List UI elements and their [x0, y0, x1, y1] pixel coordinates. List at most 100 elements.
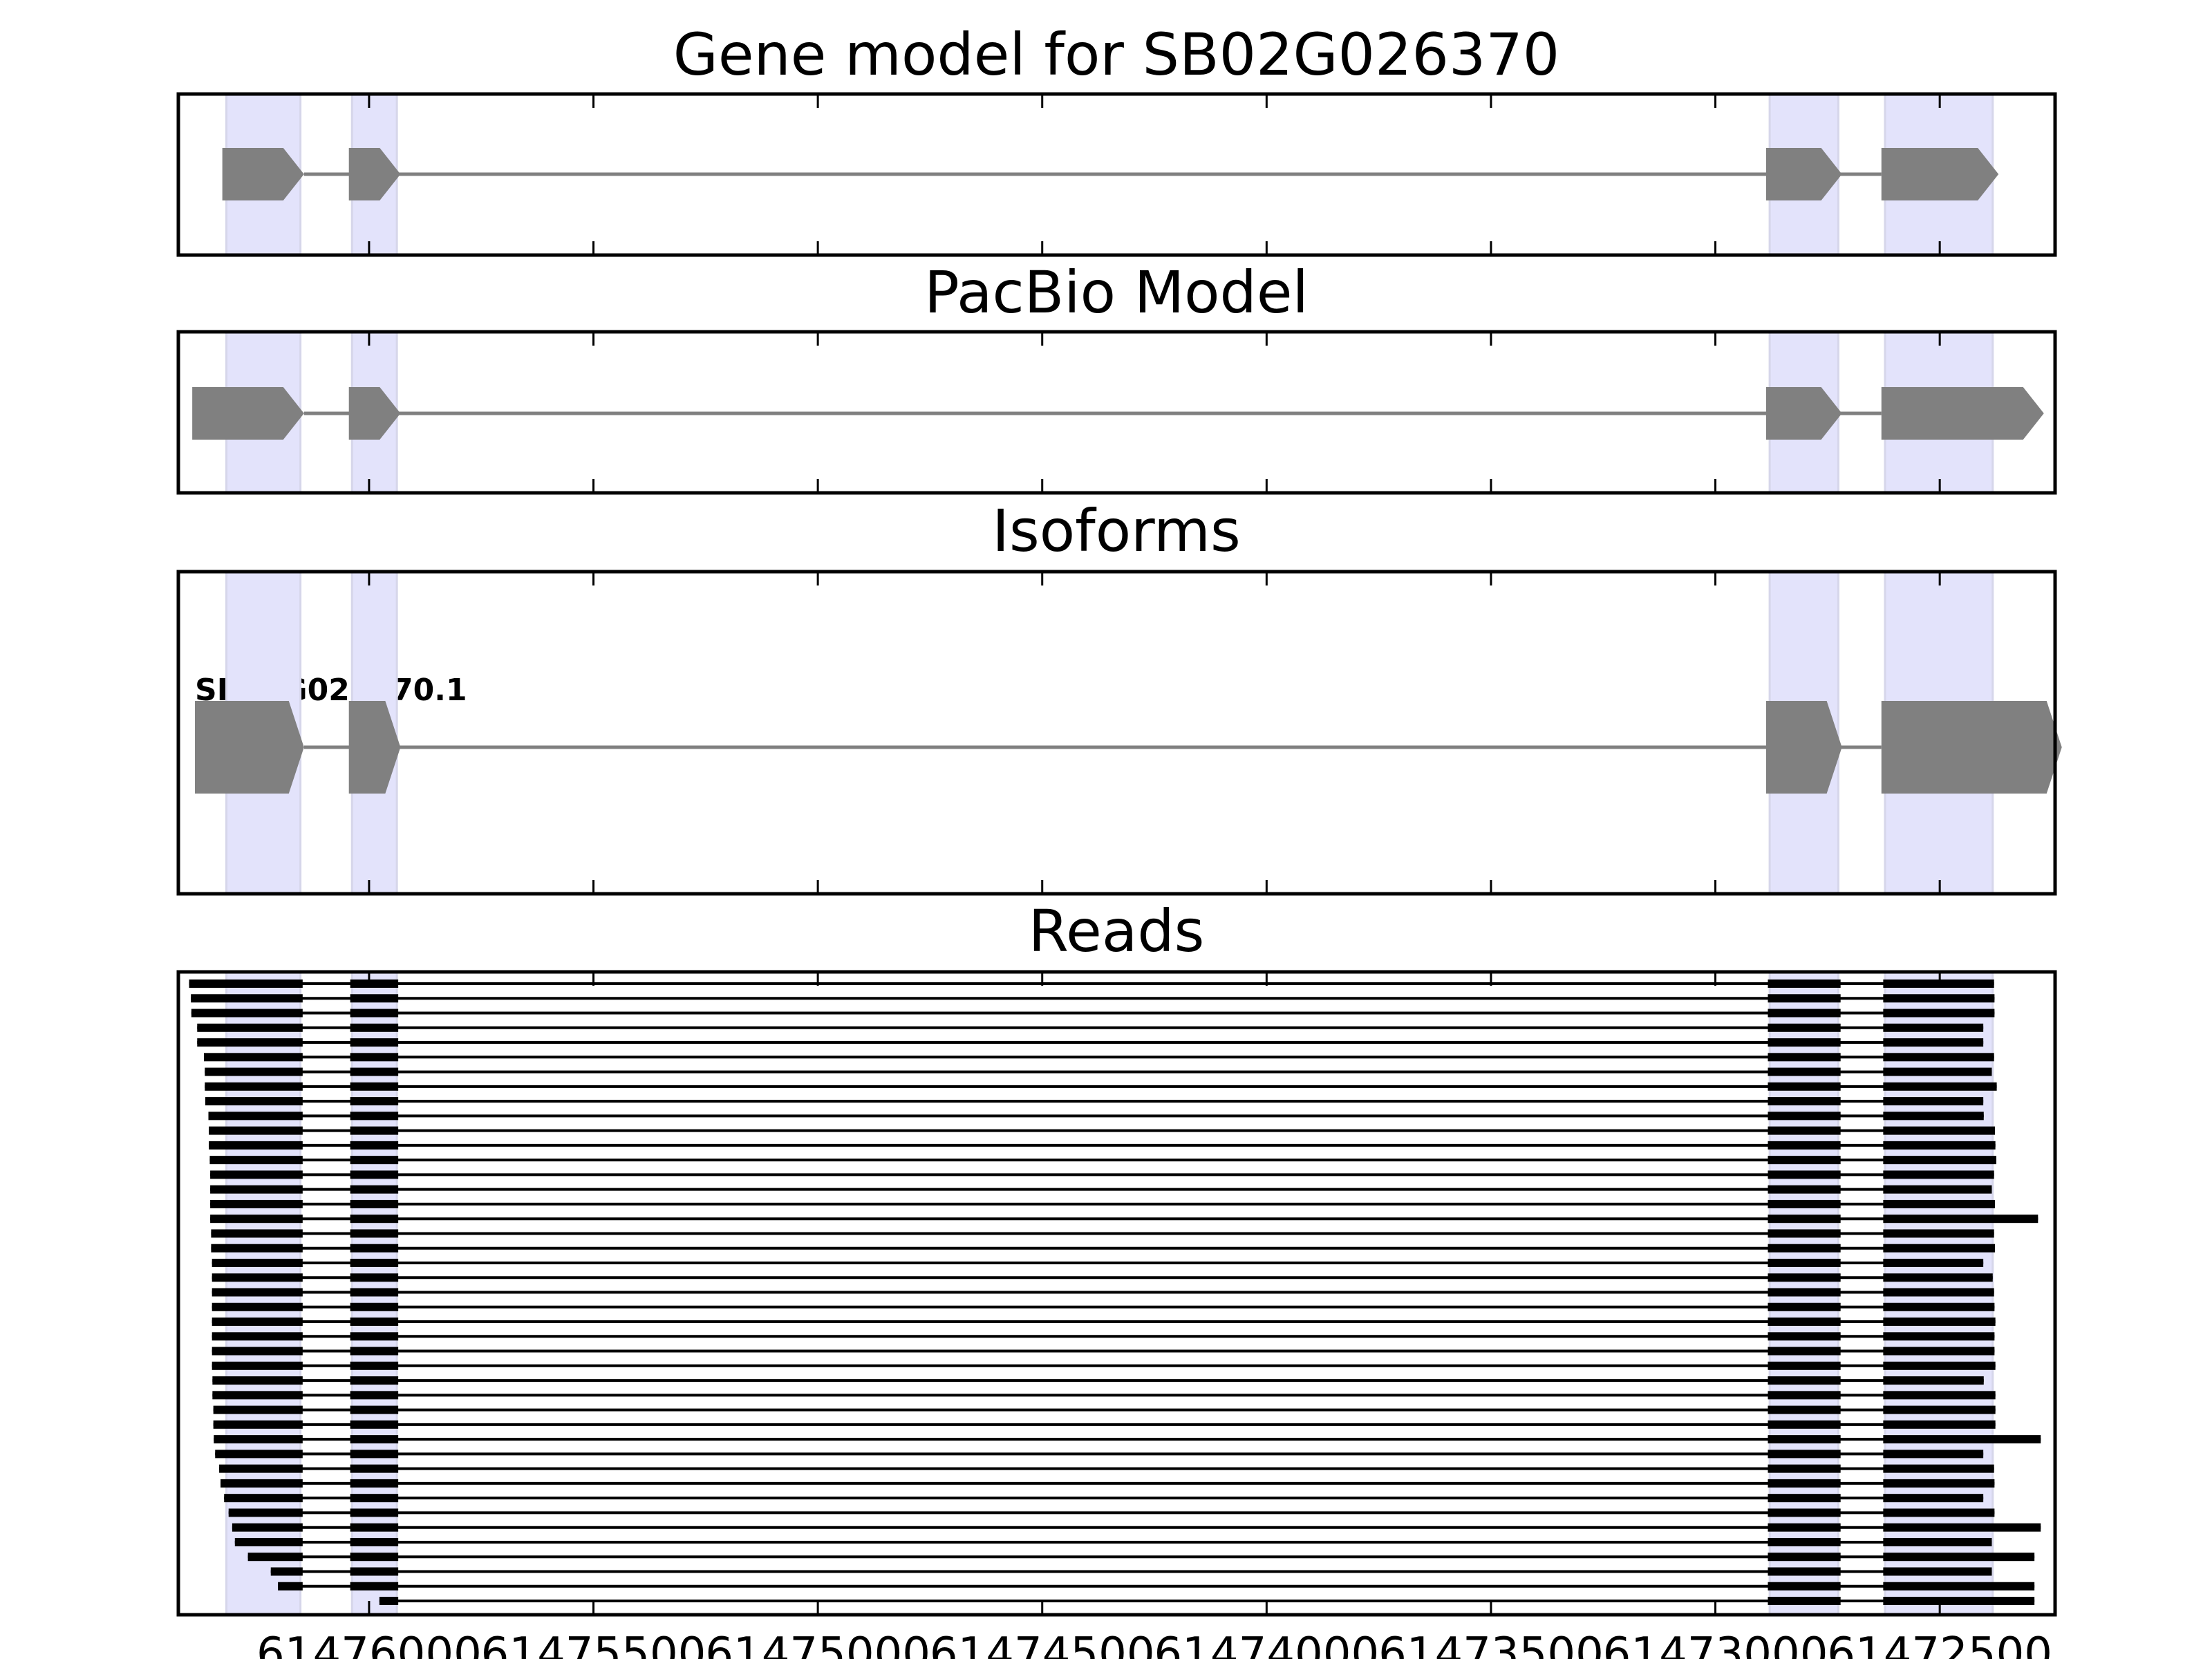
read-exon — [212, 1361, 303, 1370]
read-exon — [224, 1494, 303, 1503]
read-exon — [350, 1126, 399, 1135]
read-exon — [350, 1244, 399, 1253]
read — [210, 1215, 2038, 1224]
read-exon — [350, 1318, 399, 1327]
read — [379, 1597, 2035, 1605]
x-tick-label: 61476000 — [256, 1629, 482, 1659]
exon-block — [222, 148, 304, 200]
read — [212, 1361, 1996, 1370]
read-exon — [350, 1567, 399, 1576]
exon-block — [348, 387, 401, 440]
read-exon — [1883, 1464, 1994, 1473]
read-exon — [1768, 994, 1841, 1003]
exon-block — [195, 701, 304, 794]
read-exon — [350, 1112, 399, 1121]
read-exon — [209, 1126, 303, 1135]
read-exon — [350, 1082, 399, 1091]
read-exon — [1883, 1067, 1992, 1076]
read — [191, 1009, 1995, 1018]
exon-block — [1765, 148, 1842, 200]
panel-title-isoforms: Isoforms — [992, 497, 1241, 565]
panel-title-gene-model: Gene model for SB02G026370 — [673, 21, 1559, 88]
read — [210, 1170, 1994, 1179]
read-exon — [1768, 1215, 1841, 1224]
read-exon — [350, 1170, 399, 1179]
read-exon — [350, 1288, 399, 1297]
read-exon — [270, 1567, 303, 1576]
read-exon — [213, 1405, 303, 1414]
read-exon — [350, 1023, 399, 1032]
read — [205, 1097, 1984, 1106]
read-exon — [1883, 1097, 1984, 1106]
read-exon — [1883, 1273, 1993, 1282]
read-exon — [212, 1391, 303, 1400]
read-exon — [1883, 1185, 1992, 1194]
read — [210, 1199, 1996, 1208]
read-exon — [350, 1361, 399, 1370]
panel-0 — [176, 92, 2057, 257]
exon-block — [1881, 148, 1999, 200]
read-exon — [1883, 1170, 1994, 1179]
panel-3 — [176, 970, 2057, 1617]
read-exon — [1883, 1258, 1984, 1267]
read — [197, 1023, 1984, 1032]
read — [213, 1420, 1996, 1429]
read-exon — [189, 980, 303, 988]
read-exon — [1883, 1420, 1996, 1429]
read-exon — [1883, 1450, 1984, 1459]
read-exon — [211, 1229, 303, 1238]
read-exon — [1883, 1567, 1992, 1576]
read-exon — [1768, 1112, 1841, 1121]
read-exon — [212, 1376, 303, 1385]
read-exon — [350, 1141, 399, 1150]
read-exon — [1768, 1537, 1841, 1546]
read-exon — [1768, 1302, 1841, 1311]
read-exon — [1768, 1567, 1841, 1576]
x-tick-label: 61475000 — [705, 1629, 930, 1659]
read-exon — [211, 1244, 303, 1253]
read-exon — [1768, 1288, 1841, 1297]
read-exon — [350, 1053, 399, 1062]
exon-block — [1881, 701, 2062, 794]
read-exon — [350, 1156, 399, 1165]
read-exon — [1768, 1420, 1841, 1429]
axes-frame — [176, 92, 2057, 257]
x-tick-label: 61473000 — [1603, 1629, 1828, 1659]
read-exon — [212, 1273, 303, 1282]
exon-block — [1881, 387, 2044, 440]
axes-frame — [176, 570, 2057, 896]
read-exon — [1768, 1450, 1841, 1459]
read-exon — [350, 1464, 399, 1473]
read-exon — [1768, 1508, 1841, 1517]
read-exon — [1768, 1523, 1841, 1532]
read-exon — [1768, 1361, 1841, 1370]
read-exon — [1768, 1170, 1841, 1179]
read-exon — [1768, 1553, 1841, 1562]
x-tick-label: 61474000 — [1154, 1629, 1379, 1659]
read-exon — [212, 1332, 303, 1341]
read-exon — [1768, 1464, 1841, 1473]
read-exon — [191, 1009, 303, 1018]
read-exon — [379, 1597, 399, 1605]
read-exon — [1768, 1347, 1841, 1356]
read-exon — [1883, 1112, 1984, 1121]
read-exon — [1768, 1097, 1841, 1106]
read-exon — [1883, 1141, 1996, 1150]
read — [234, 1537, 1992, 1546]
read-exon — [205, 1082, 303, 1091]
read-exon — [1768, 1199, 1841, 1208]
x-tick-label: 61472500 — [1827, 1629, 2052, 1659]
panel-title-pacbio-model: PacBio Model — [924, 259, 1309, 326]
read-exon — [205, 1097, 303, 1106]
read-exon — [1768, 1023, 1841, 1032]
read-exon — [1768, 1435, 1841, 1444]
read-exon — [205, 1067, 303, 1076]
read-exon — [1768, 1185, 1841, 1194]
read-exon — [1883, 1405, 1996, 1414]
read-exon — [247, 1553, 303, 1562]
read-exon — [1883, 1156, 1996, 1165]
read — [278, 1582, 2035, 1591]
read-exon — [1883, 1332, 1995, 1341]
read-exon — [350, 1450, 399, 1459]
read-exon — [350, 1185, 399, 1194]
